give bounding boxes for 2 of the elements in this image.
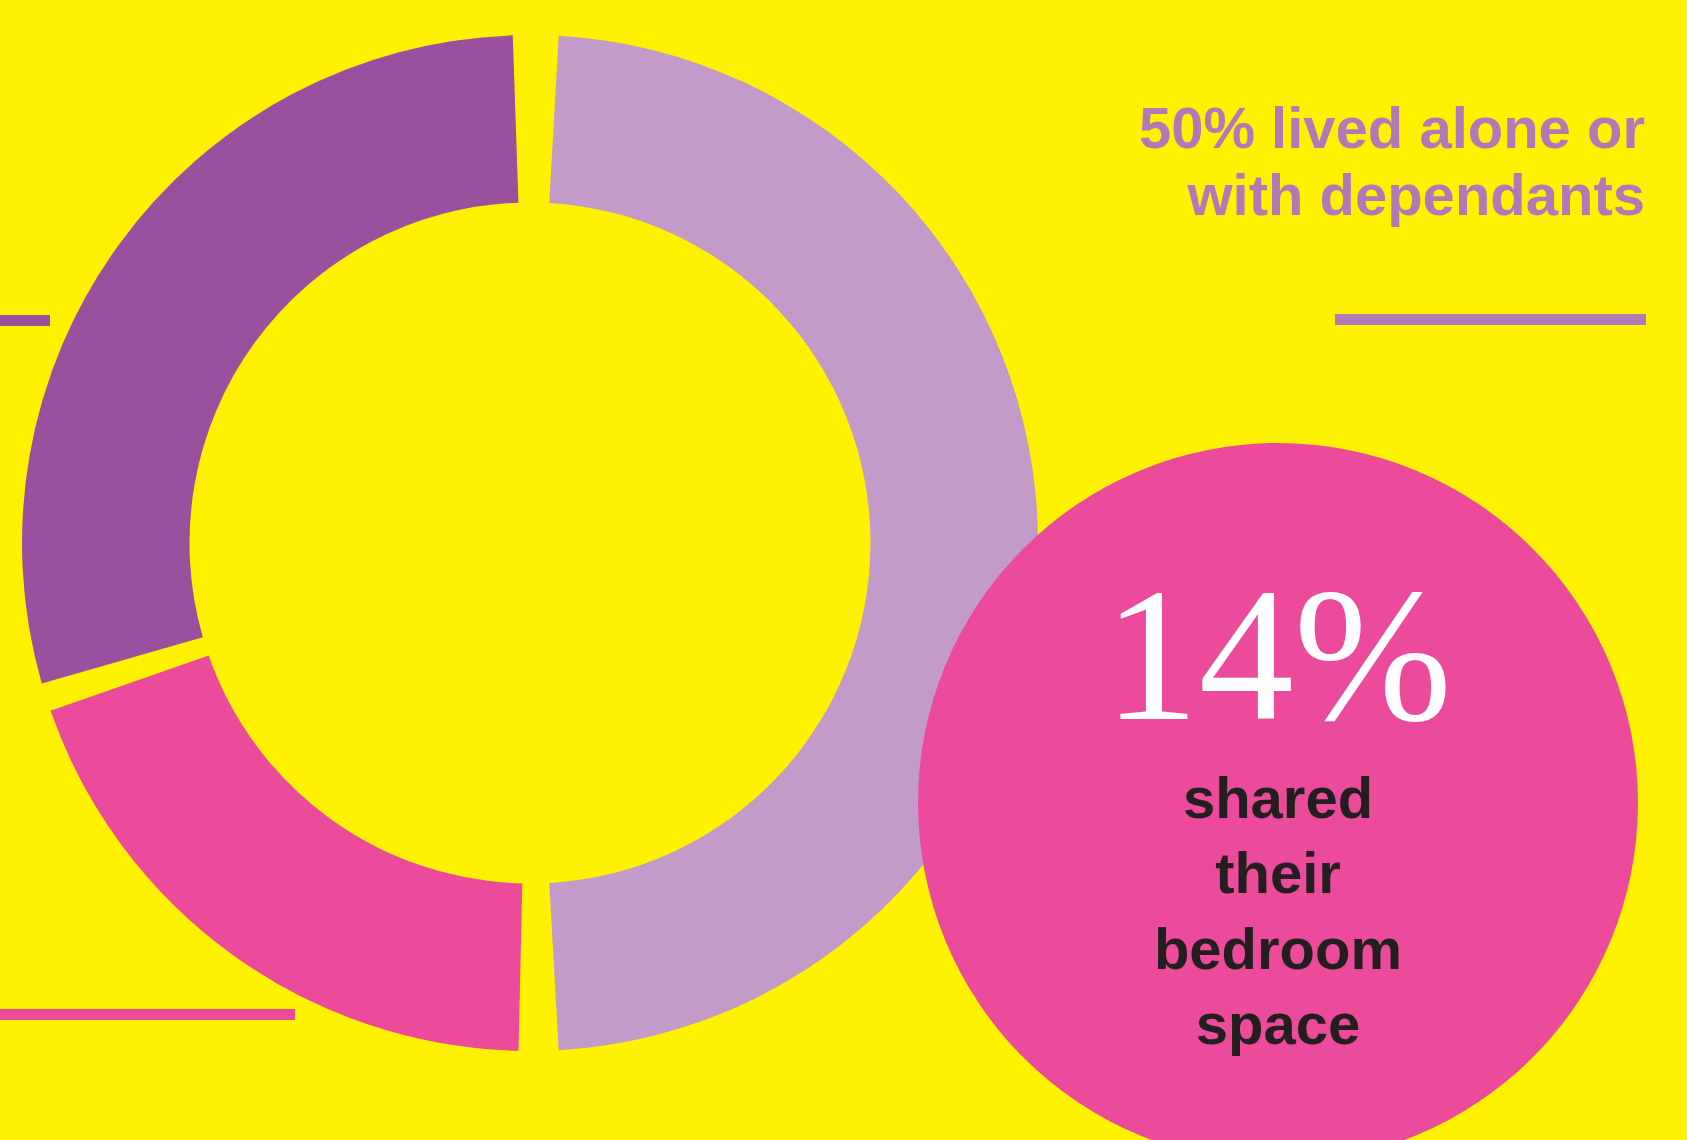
text: 50% lived alone or with dependants: [1137, 95, 1645, 229]
text: 14% shared their bedroom space: [1102, 550, 1454, 1059]
